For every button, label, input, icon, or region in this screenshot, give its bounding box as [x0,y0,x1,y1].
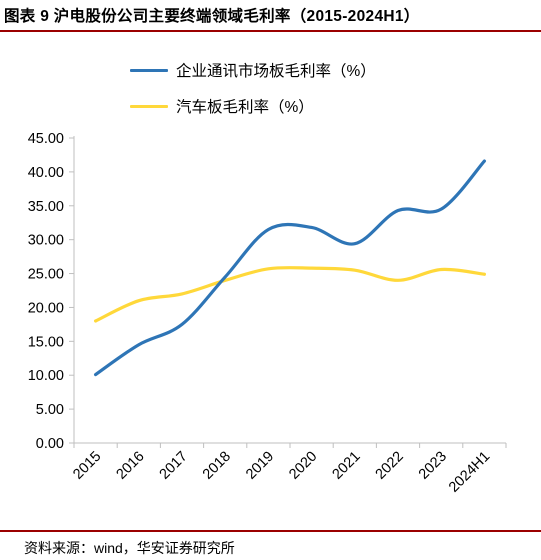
chart-legend: 企业通讯市场板毛利率（%） 汽车板毛利率（%） [130,52,376,124]
x-tick-label: 2017 [157,449,191,483]
line-chart: 0.00 5.00 10.00 15.00 20.00 25.00 30.00 35.00 40… [28,131,507,496]
x-tick-label: 2023 [416,449,450,483]
y-tick-label: 20.00 [28,300,64,316]
x-tick-label: 2021 [329,449,363,483]
x-tick-label: 2019 [243,449,277,483]
legend-swatch-auto [130,104,168,108]
legend-label-auto: 汽车板毛利率（%） [176,99,314,116]
series-line-telecom [94,159,486,377]
y-tick-label: 10.00 [28,368,64,384]
legend-item-auto: 汽车板毛利率（%） [130,88,376,124]
y-tick-label: 30.00 [28,233,64,249]
y-tick-label: 25.00 [28,267,64,283]
x-tick-label: 2016 [113,449,147,483]
footer-divider [0,530,541,532]
x-tick-label: 2018 [200,449,234,483]
y-tick-label: 0.00 [36,436,64,452]
x-tick-label: 2015 [70,449,104,483]
x-tick-label: 2022 [373,449,407,483]
y-tick-label: 45.00 [28,131,64,147]
chart-title: 图表 9 沪电股份公司主要终端领域毛利率（2015-2024H1） [4,8,420,25]
x-tick-label: 2024H1 [446,449,493,496]
legend-label-telecom: 企业通讯市场板毛利率（%） [176,63,376,80]
legend-swatch-telecom [130,68,168,72]
y-tick-label: 5.00 [36,402,64,418]
series-line-auto [94,266,486,323]
y-tick-label: 35.00 [28,199,64,215]
legend-item-telecom: 企业通讯市场板毛利率（%） [130,52,376,88]
chart-area: 企业通讯市场板毛利率（%） 汽车板毛利率（%） 0.00 5.00 10.00 15.… [0,32,541,532]
source-note: 资料来源：wind，华安证券研究所 [24,540,235,556]
title-divider [0,30,541,32]
y-tick-label: 15.00 [28,334,64,350]
y-tick-label: 40.00 [28,165,64,181]
x-tick-label: 2020 [286,449,320,483]
